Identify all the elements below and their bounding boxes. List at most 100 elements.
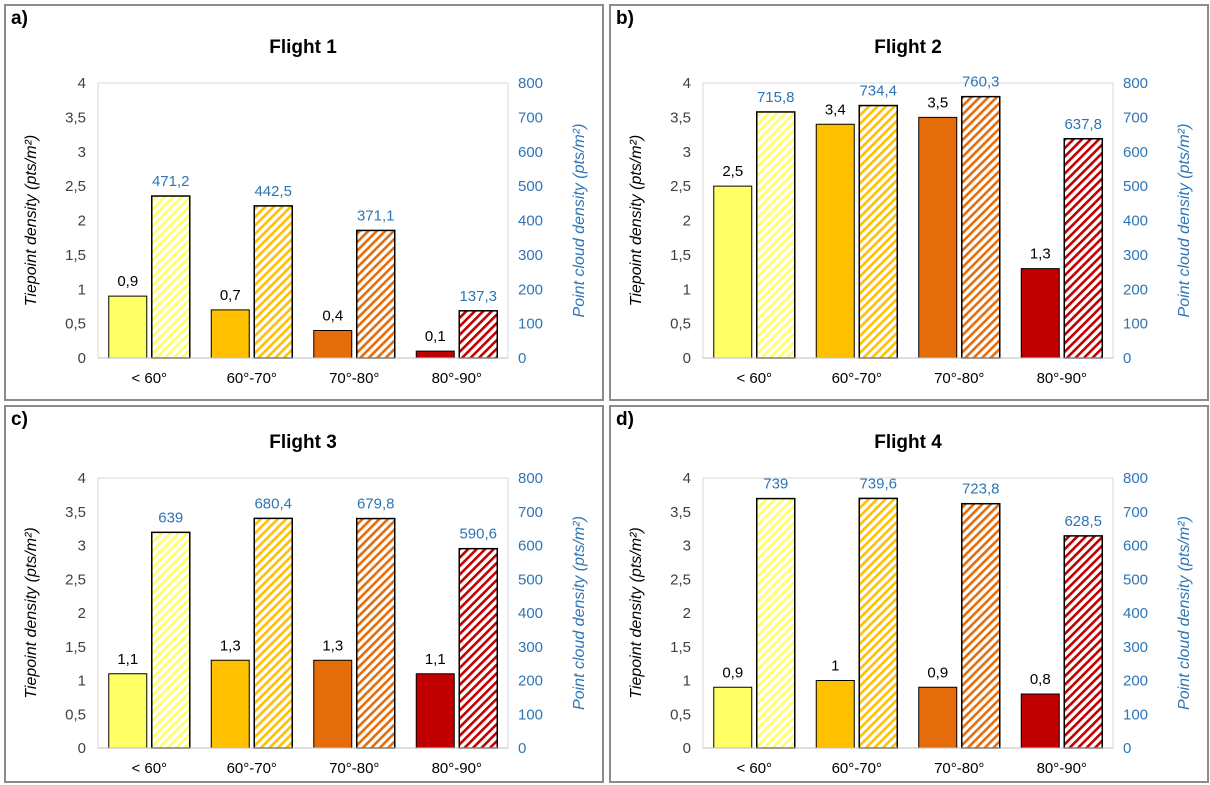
y-tick-label: 1 bbox=[78, 673, 86, 690]
bar-label-tiepoint: 1,3 bbox=[1030, 246, 1051, 263]
bar-tiepoint bbox=[815, 123, 855, 359]
y-tick-label: 4 bbox=[78, 75, 86, 92]
x-tick-label: 60°-70° bbox=[227, 760, 277, 777]
y-tick-label: 3 bbox=[683, 144, 691, 161]
chart-svg: Flight 1 0 0,5 1 1,5 2 2,5 3 3,5 4 0 100 200 300 400 50… bbox=[23, 37, 588, 387]
bar-tiepoint bbox=[210, 309, 250, 359]
bar-label-tiepoint: 1,1 bbox=[117, 651, 138, 668]
y-tick-label: 4 bbox=[683, 470, 691, 487]
bar-tiepoint bbox=[108, 673, 148, 749]
chart-svg: Flight 2 0 0,5 1 1,5 2 2,5 3 3,5 4 0 100 200 300 400 50… bbox=[628, 37, 1193, 387]
y2-axis-title: Point cloud density (pts/m²) bbox=[1176, 516, 1193, 710]
bar-label-tiepoint: 0,8 bbox=[1030, 671, 1051, 688]
x-tick-label: 70°-80° bbox=[934, 370, 984, 387]
y2-tick-label: 0 bbox=[518, 740, 526, 757]
bar-pointcloud bbox=[1063, 138, 1103, 359]
bar-label-tiepoint: 1,1 bbox=[425, 651, 446, 668]
bar-label-tiepoint: 1,3 bbox=[322, 637, 343, 654]
bar-tiepoint bbox=[918, 116, 958, 359]
bar-pointcloud bbox=[858, 104, 898, 359]
bar-pointcloud bbox=[458, 547, 498, 749]
bar-label-tiepoint: 0,4 bbox=[322, 308, 343, 325]
y2-tick-label: 700 bbox=[1123, 109, 1148, 126]
x-tick-label: 80°-90° bbox=[1037, 370, 1087, 387]
y2-tick-label: 600 bbox=[1123, 144, 1148, 161]
y2-tick-label: 700 bbox=[518, 109, 543, 126]
x-tick-label: 80°-90° bbox=[432, 370, 482, 387]
y2-tick-label: 700 bbox=[1123, 504, 1148, 521]
chart-panel-flight-4: d) Flight 4 0 0,5 1 1,5 2 2,5 3 3,5 4 0 100 200 300 40… bbox=[609, 405, 1209, 783]
y-tick-label: 2,5 bbox=[670, 178, 691, 195]
bar-tiepoint bbox=[713, 185, 753, 359]
y2-tick-label: 700 bbox=[518, 504, 543, 521]
y-tick-label: 2 bbox=[78, 605, 86, 622]
chart-title: Flight 3 bbox=[269, 432, 337, 453]
y-tick-label: 1,5 bbox=[670, 639, 691, 656]
y2-tick-label: 800 bbox=[518, 75, 543, 92]
bar-label-tiepoint: 1,3 bbox=[220, 637, 241, 654]
panel-letter: d) bbox=[616, 409, 634, 430]
y2-tick-label: 0 bbox=[518, 350, 526, 367]
bar-tiepoint bbox=[210, 659, 250, 749]
y-tick-label: 4 bbox=[683, 75, 691, 92]
x-tick-label: 60°-70° bbox=[832, 760, 882, 777]
y2-tick-label: 100 bbox=[1123, 316, 1148, 333]
bar-tiepoint bbox=[313, 659, 353, 749]
bar-label-pointcloud: 723,8 bbox=[962, 481, 1000, 498]
bar-label-pointcloud: 760,3 bbox=[962, 74, 1000, 91]
chart-svg: Flight 4 0 0,5 1 1,5 2 2,5 3 3,5 4 0 100 200 300 400 50… bbox=[628, 432, 1193, 777]
y-axis-title: Tiepoint density (pts/m²) bbox=[23, 527, 40, 698]
bar-label-pointcloud: 739 bbox=[763, 476, 788, 493]
bar-label-tiepoint: 3,5 bbox=[927, 94, 948, 111]
bar-tiepoint bbox=[918, 686, 958, 749]
bar-label-pointcloud: 637,8 bbox=[1064, 116, 1102, 133]
y2-tick-label: 500 bbox=[518, 571, 543, 588]
bar-tiepoint bbox=[313, 330, 353, 359]
y2-tick-label: 800 bbox=[1123, 75, 1148, 92]
bar-label-tiepoint: 3,4 bbox=[825, 101, 846, 118]
x-tick-label: 80°-90° bbox=[1037, 760, 1087, 777]
y-tick-label: 3 bbox=[683, 538, 691, 555]
bar-pointcloud bbox=[1063, 535, 1103, 749]
bar-label-tiepoint: 2,5 bbox=[722, 163, 743, 180]
y-tick-label: 2 bbox=[683, 605, 691, 622]
bar-label-pointcloud: 137,3 bbox=[459, 288, 497, 305]
bar-pointcloud bbox=[253, 205, 293, 359]
y2-tick-label: 600 bbox=[518, 538, 543, 555]
y2-tick-label: 500 bbox=[1123, 571, 1148, 588]
y2-tick-label: 500 bbox=[1123, 178, 1148, 195]
y2-tick-label: 300 bbox=[518, 639, 543, 656]
y-tick-label: 1 bbox=[683, 281, 691, 298]
bar-pointcloud bbox=[961, 95, 1001, 359]
x-tick-label: < 60° bbox=[131, 370, 167, 387]
panel-letter: c) bbox=[11, 409, 28, 430]
bar-tiepoint bbox=[1020, 693, 1060, 749]
bar-tiepoint bbox=[1020, 268, 1060, 359]
bar-pointcloud bbox=[756, 497, 796, 749]
y2-tick-label: 100 bbox=[518, 316, 543, 333]
y2-tick-label: 200 bbox=[518, 281, 543, 298]
bar-label-pointcloud: 471,2 bbox=[152, 173, 190, 190]
y2-tick-label: 500 bbox=[518, 178, 543, 195]
x-tick-label: < 60° bbox=[131, 760, 167, 777]
y-tick-label: 3,5 bbox=[670, 504, 691, 521]
bar-tiepoint bbox=[713, 686, 753, 749]
bar-label-pointcloud: 679,8 bbox=[357, 496, 395, 513]
chart-panel-flight-1: a) Flight 1 0 0,5 1 1,5 2 2,5 3 3,5 4 0 100 200 300 40… bbox=[4, 4, 604, 401]
y2-tick-label: 300 bbox=[1123, 639, 1148, 656]
bar-label-tiepoint: 0,7 bbox=[220, 287, 241, 304]
x-tick-label: 70°-80° bbox=[329, 760, 379, 777]
bar-label-tiepoint: 1 bbox=[831, 658, 839, 675]
y2-tick-label: 400 bbox=[518, 213, 543, 230]
y2-tick-label: 400 bbox=[1123, 213, 1148, 230]
y2-tick-label: 200 bbox=[1123, 673, 1148, 690]
y-tick-label: 3,5 bbox=[65, 109, 86, 126]
bar-label-pointcloud: 371,1 bbox=[357, 207, 395, 224]
y-axis-title: Tiepoint density (pts/m²) bbox=[628, 135, 645, 306]
chart-panel-flight-3: c) Flight 3 0 0,5 1 1,5 2 2,5 3 3,5 4 0 100 200 300 40… bbox=[4, 405, 604, 783]
y2-tick-label: 100 bbox=[518, 706, 543, 723]
y-tick-label: 1,5 bbox=[670, 247, 691, 264]
y-tick-label: 3 bbox=[78, 144, 86, 161]
y2-tick-label: 100 bbox=[1123, 706, 1148, 723]
y2-tick-label: 0 bbox=[1123, 350, 1131, 367]
